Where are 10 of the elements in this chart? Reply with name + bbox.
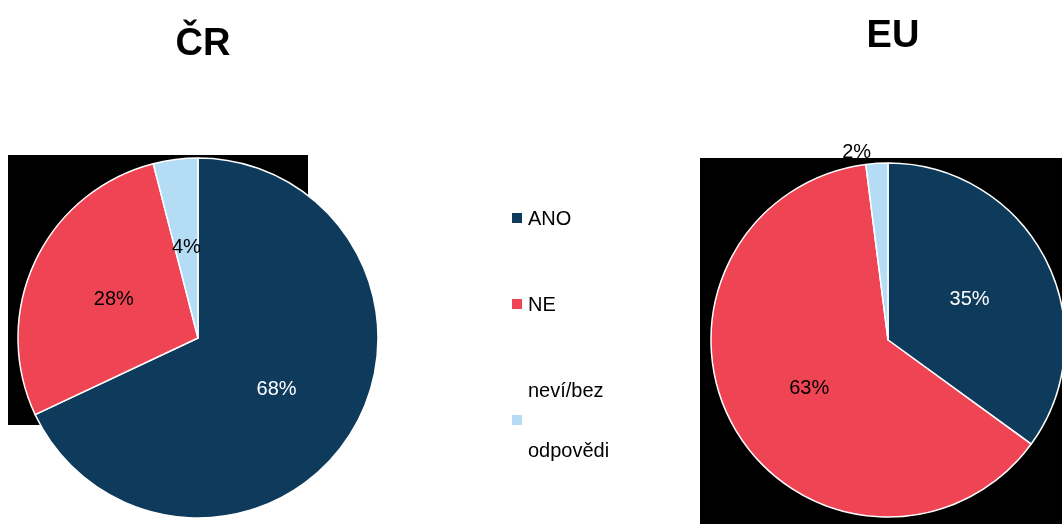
slice-label: ČR [175, 19, 231, 63]
data-label: 28% [93, 287, 135, 310]
category-label: neví/bez odpovědi [528, 379, 610, 461]
data-label: 68% [256, 376, 297, 399]
data-label: 35% [949, 287, 990, 310]
legend-label: ANO [528, 207, 572, 229]
data-label: 2% [842, 140, 872, 163]
data-label: 63% [789, 375, 830, 398]
slice-label: EU [866, 13, 920, 55]
legend-label: NE [528, 293, 556, 315]
